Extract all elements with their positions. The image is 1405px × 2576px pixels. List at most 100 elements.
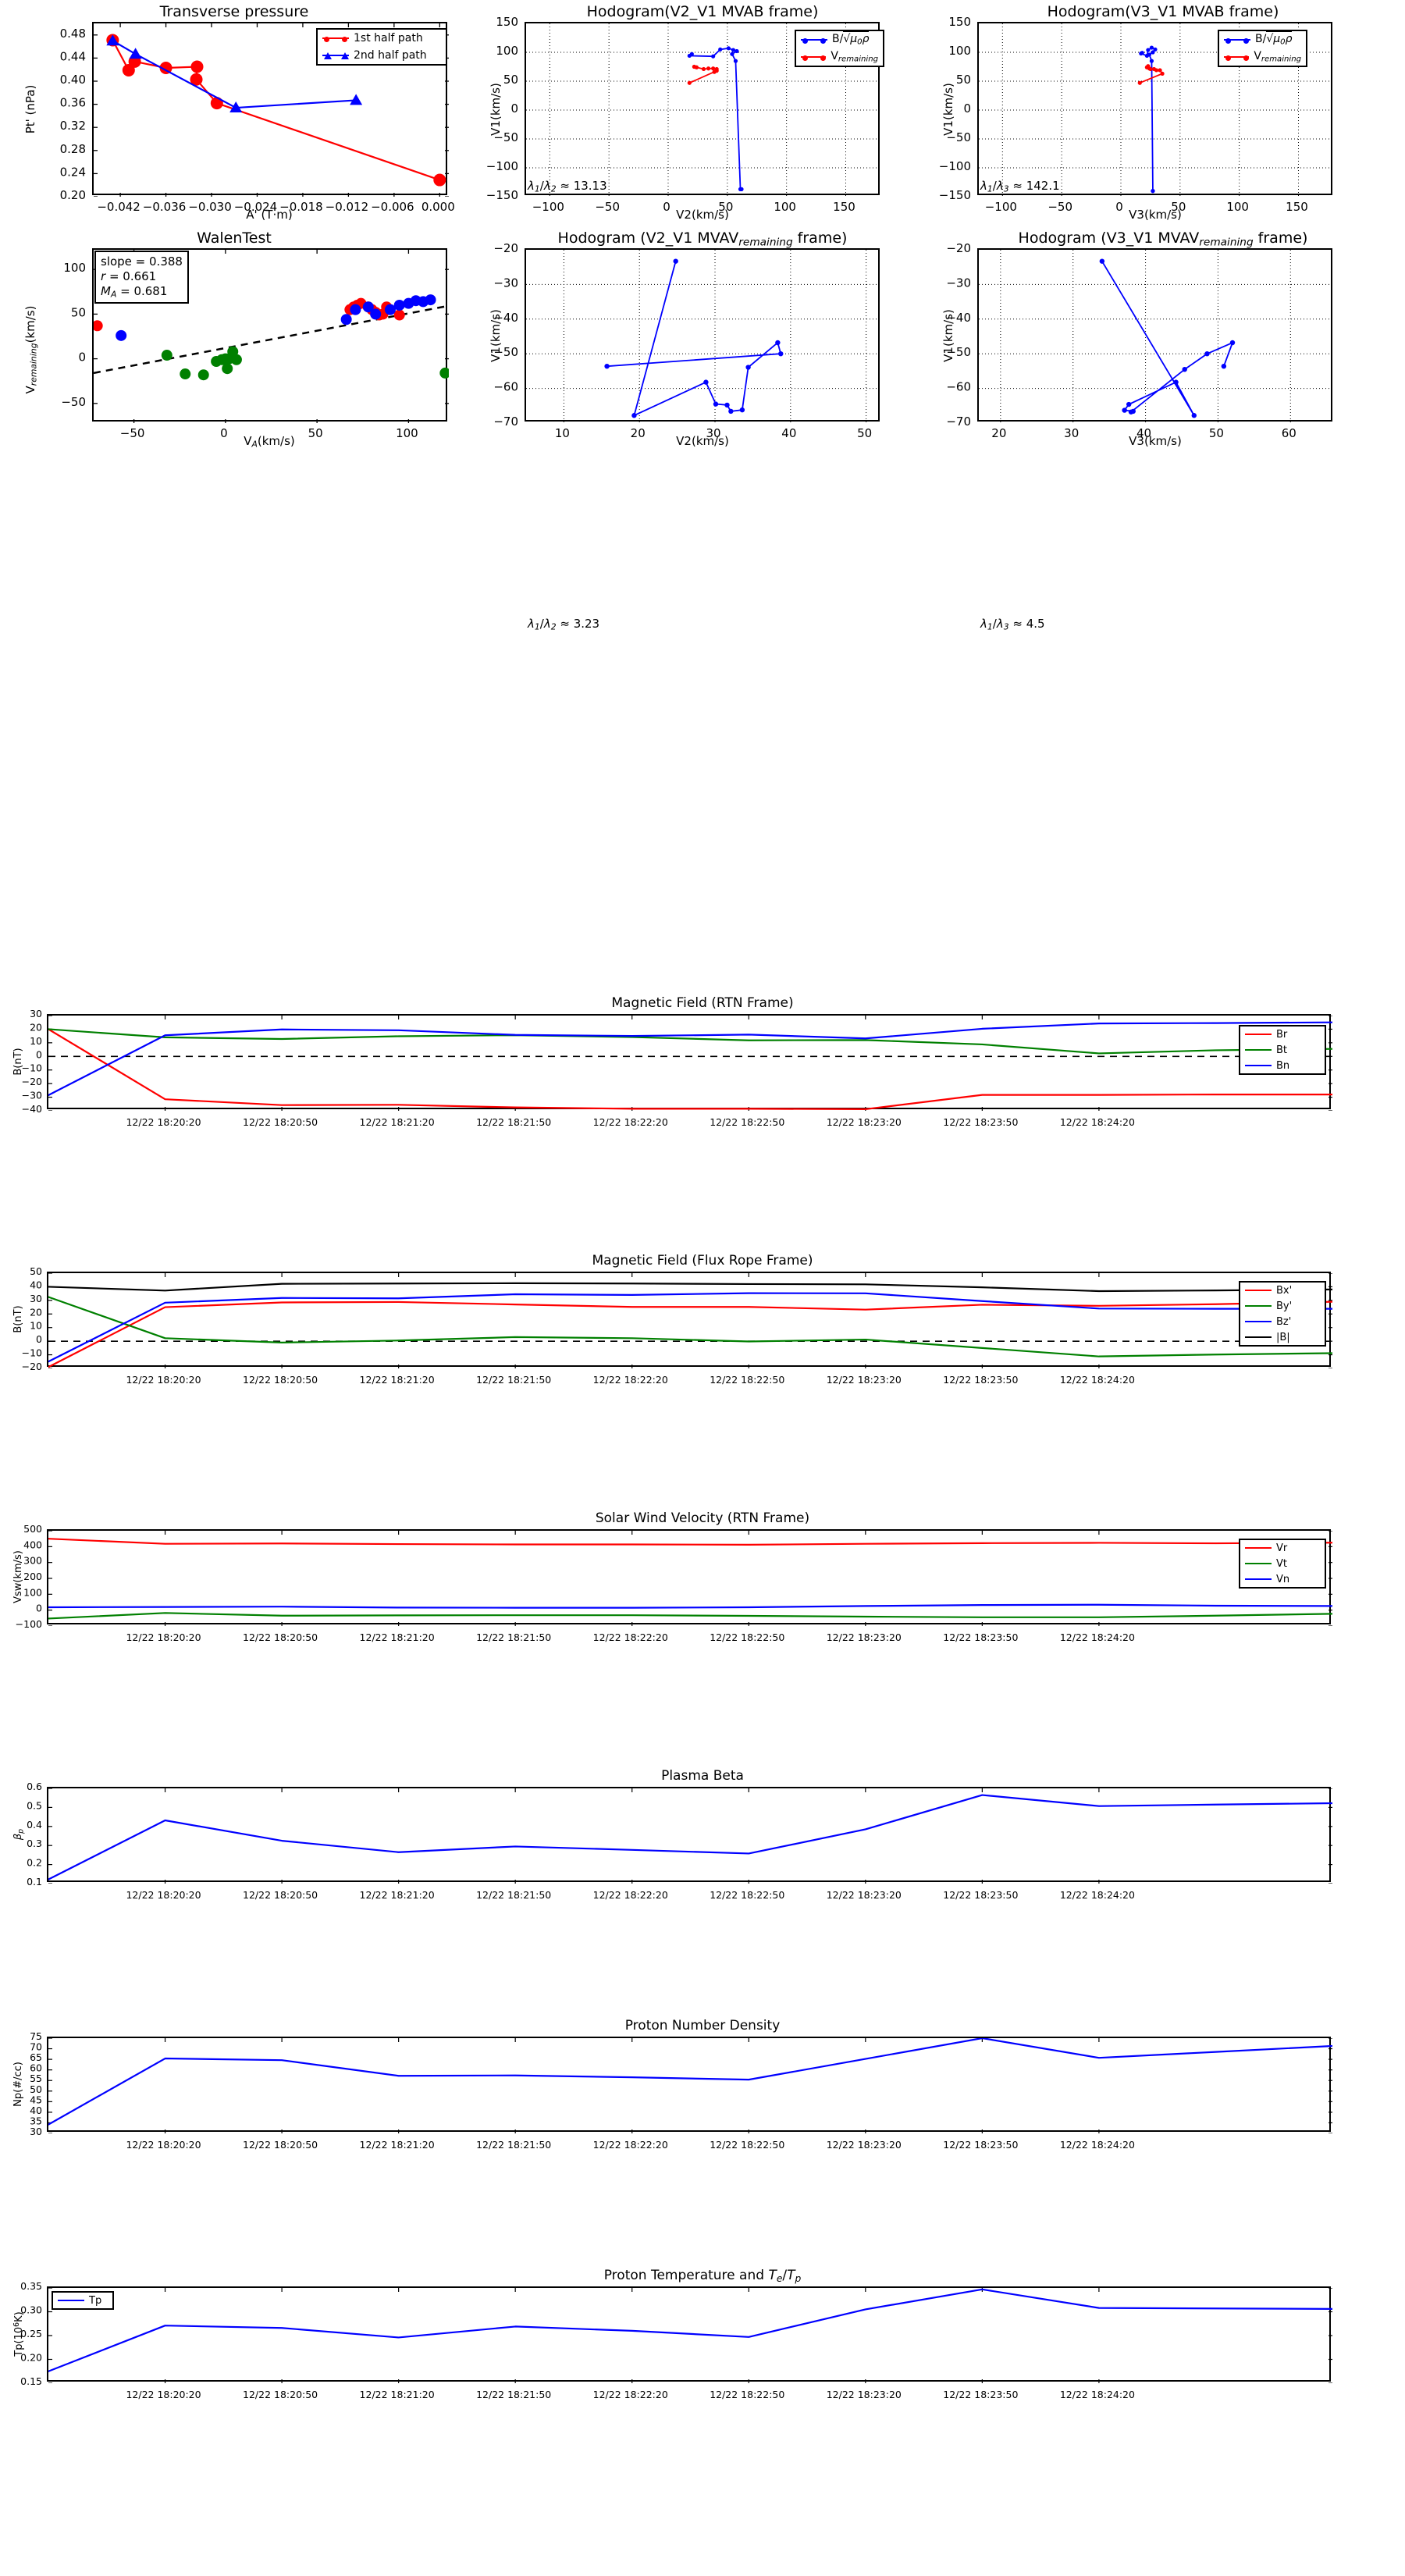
transverse-pressure-legend-item: 2nd half path (318, 47, 446, 64)
hodogram-v3v1-mvab-legend: B/√μ0ρ Vremaining (1218, 30, 1307, 67)
legend-label: B/√μ0ρ (832, 31, 870, 47)
proton-number-density-ylabel: Np(#/cc) (12, 2062, 24, 2107)
hodogram-v2v1-mvab-title: Hodogram(V2_V1 MVAB frame) (586, 3, 819, 20)
legend-dot-marker (1225, 55, 1231, 61)
proton-temperature-xtick: 12/22 18:23:20 (826, 2389, 902, 2400)
svg-text:0: 0 (36, 1603, 42, 1614)
solar-wind-velocity-rtn-xtick: 12/22 18:22:20 (592, 1631, 668, 1643)
hodogram-v2v1-mvab-series-1 (687, 64, 719, 85)
legend-line-swatch (801, 55, 827, 61)
proton-number-density-xtick: 12/22 18:21:20 (359, 2139, 435, 2151)
svg-text:−50: −50 (61, 395, 86, 409)
svg-text:0.3: 0.3 (27, 1838, 42, 1849)
legend-dot-marker (324, 36, 329, 42)
legend-item: Br (1240, 1026, 1325, 1042)
solar-wind-velocity-rtn-line-Vr (48, 1538, 1332, 1546)
legend-dot-marker (342, 36, 347, 42)
transverse-pressure-legend: 1st half path 2nd half path (316, 28, 447, 66)
legend-item: Bn (1240, 1058, 1325, 1073)
svg-text:0.1: 0.1 (27, 1876, 42, 1888)
svg-text:−0.030: −0.030 (188, 200, 232, 214)
legend-label: Vn (1276, 1573, 1290, 1585)
svg-text:−100: −100 (939, 159, 971, 173)
proton-number-density-xtick: 12/22 18:23:20 (826, 2139, 902, 2151)
svg-text:100: 100 (774, 200, 796, 214)
hodogram-v3v1-mvav-ylabel: V1(km/s) (941, 309, 955, 362)
legend-dot-marker (802, 37, 808, 44)
svg-text:150: 150 (833, 200, 855, 214)
magnetic-field-flux-rope-line-Bx (48, 1300, 1332, 1368)
proton-temperature-plot-area (47, 2286, 1332, 2383)
plasma-beta-xtick: 12/22 18:23:20 (826, 1889, 902, 1901)
hodogram-v2v1-mvav-title: Hodogram (V2_V1 MVAVremaining frame) (557, 229, 848, 249)
legend-triangle-marker (324, 52, 332, 59)
proton-temperature-legend: Tp (52, 2291, 114, 2310)
svg-text:0.15: 0.15 (20, 2375, 42, 2387)
svg-text:−0.018: −0.018 (279, 200, 323, 214)
svg-text:10: 10 (555, 426, 570, 440)
magnetic-field-flux-rope-line-B (48, 1282, 1332, 1293)
magnetic-field-flux-rope-xtick: 12/22 18:23:50 (943, 1374, 1019, 1386)
hodogram-v2v1-mvab-ylabel: V1(km/s) (489, 83, 503, 136)
magnetic-field-rtn-line-Br (48, 1028, 1332, 1111)
svg-text:65: 65 (30, 2051, 42, 2063)
walen-test-panel: WalenTest −50 0 50 100 −50 0 50 100 (0, 226, 468, 453)
svg-text:−150: −150 (939, 188, 971, 202)
legend-label: 2nd half path (354, 49, 427, 62)
solar-wind-velocity-rtn-plot-area (47, 1529, 1332, 1626)
svg-text:0.5: 0.5 (27, 1799, 42, 1811)
svg-text:30: 30 (30, 2126, 42, 2137)
svg-text:100: 100 (396, 426, 418, 440)
svg-text:100: 100 (948, 44, 971, 58)
svg-text:500: 500 (23, 1523, 42, 1535)
svg-text:70: 70 (30, 2041, 42, 2053)
hodogram-v3v1-mvab-title: Hodogram(V3_V1 MVAB frame) (1047, 3, 1279, 20)
proton-number-density-xtick: 12/22 18:21:50 (476, 2139, 552, 2151)
plasma-beta-xtick: 12/22 18:24:20 (1059, 1889, 1135, 1901)
hodogram-v2v1-mvav-panel: Hodogram (V2_V1 MVAVremaining frame) 10 20… (468, 226, 937, 453)
magnetic-field-rtn-xtick: 12/22 18:23:20 (826, 1116, 902, 1128)
svg-text:−20: −20 (946, 241, 971, 255)
legend-label: B/√μ0ρ (1255, 31, 1293, 47)
svg-text:40: 40 (30, 1279, 42, 1290)
svg-text:0: 0 (663, 200, 670, 214)
walen-test-series-2 (161, 346, 449, 381)
walen-test-ylabel: Vremaining(km/s) (23, 305, 39, 394)
svg-text:20: 20 (30, 1306, 42, 1318)
magnetic-field-flux-rope-xtick: 12/22 18:21:50 (476, 1374, 552, 1386)
svg-text:30: 30 (1064, 426, 1079, 440)
hodogram-v3v1-mvab-legend-item: Vremaining (1219, 48, 1306, 66)
svg-text:60: 60 (30, 2062, 42, 2074)
magnetic-field-flux-rope-title: Magnetic Field (Flux Rope Frame) (592, 1253, 813, 1268)
legend-dot-marker (820, 55, 826, 61)
legend-label: Vremaining (1254, 50, 1301, 64)
svg-text:−50: −50 (595, 200, 620, 214)
magnetic-field-rtn-xtick: 12/22 18:20:20 (126, 1116, 201, 1128)
legend-label: Bn (1276, 1059, 1290, 1072)
svg-text:55: 55 (30, 2073, 42, 2084)
legend-label: Vremaining (831, 50, 878, 64)
solar-wind-velocity-rtn-line-Vt (48, 1612, 1332, 1620)
magnetic-field-rtn-legend: Br Bt Bn (1239, 1025, 1326, 1075)
svg-text:0.48: 0.48 (60, 27, 86, 41)
hodogram-v2v1-mvav-annotation: λ1/λ2 ≈ 3.23 (528, 617, 600, 632)
legend-dot-marker (1243, 55, 1249, 61)
solar-wind-velocity-rtn-legend: Vr Vt Vn (1239, 1539, 1326, 1589)
proton-number-density-xtick: 12/22 18:22:50 (710, 2139, 785, 2151)
legend-label: |B| (1276, 1331, 1290, 1343)
transverse-pressure-legend-item: 1st half path (318, 30, 446, 47)
svg-text:−100: −100 (985, 200, 1017, 214)
walen-test-plot-area (92, 248, 449, 423)
proton-number-density-xtick: 12/22 18:23:50 (943, 2139, 1019, 2151)
hodogram-v3v1-mvav-annotation: λ1/λ3 ≈ 4.5 (980, 617, 1045, 632)
svg-text:0: 0 (510, 101, 518, 116)
legend-dot-marker (1225, 37, 1231, 44)
svg-text:0: 0 (1115, 200, 1123, 214)
svg-text:150: 150 (496, 15, 518, 29)
magnetic-field-flux-rope-xtick: 12/22 18:21:20 (359, 1374, 435, 1386)
magnetic-field-rtn-ylabel: B(nT) (12, 1048, 24, 1076)
svg-text:0.44: 0.44 (60, 49, 86, 63)
magnetic-field-flux-rope-legend: Bx' By' Bz' |B| (1239, 1281, 1326, 1347)
plasma-beta-ylabel: βp (12, 1828, 26, 1841)
proton-temperature-xtick: 12/22 18:22:50 (710, 2389, 785, 2400)
